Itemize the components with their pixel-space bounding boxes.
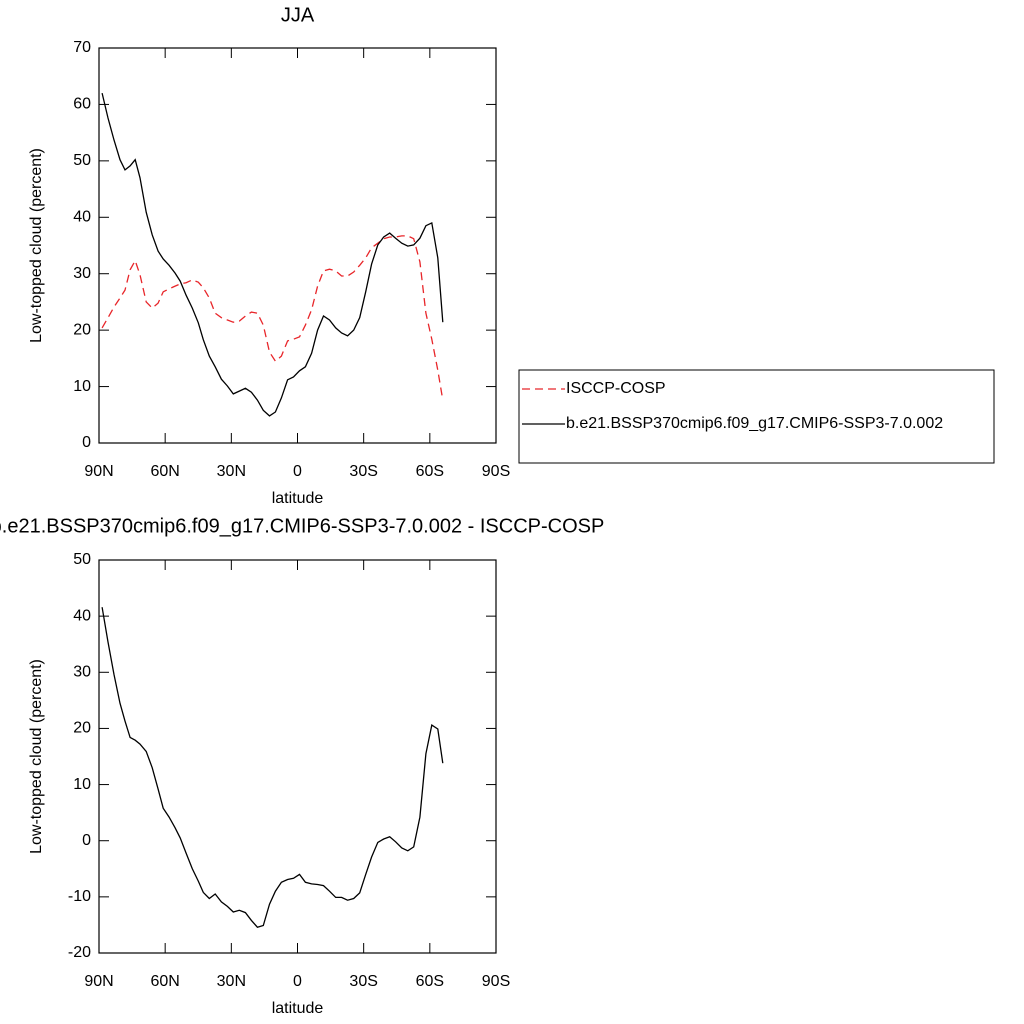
y-tick-label: 20	[73, 321, 91, 338]
x-tick-label: 30N	[217, 463, 246, 480]
plot-frame	[98, 559, 497, 954]
y-tick-label: 30	[73, 265, 91, 282]
plot-frame	[98, 47, 497, 444]
x-tick-label: 60N	[150, 973, 179, 990]
y-axis-label: Low-topped cloud (percent)	[28, 148, 45, 343]
x-tick-label: 30S	[349, 973, 377, 990]
x-tick-label: 30N	[217, 973, 246, 990]
x-tick-label: 0	[293, 973, 302, 990]
x-tick-label: 90N	[84, 973, 113, 990]
x-axis-label: latitude	[272, 490, 324, 507]
x-tick-label: 60N	[150, 463, 179, 480]
chart-title: JJA	[281, 4, 315, 26]
data-line	[101, 235, 444, 401]
y-tick-label: 20	[73, 720, 91, 737]
y-tick-label: 70	[73, 39, 91, 56]
y-tick-label: 10	[73, 776, 91, 793]
legend-label: b.e21.BSSP370cmip6.f09_g17.CMIP6-SSP3-7.…	[566, 415, 943, 432]
y-tick-label: -20	[68, 944, 91, 961]
chart-title: b.e21.BSSP370cmip6.f09_g17.CMIP6-SSP3-7.…	[0, 515, 604, 537]
y-tick-label: 0	[82, 434, 91, 451]
legend-label: ISCCP-COSP	[566, 380, 666, 397]
x-tick-label: 0	[293, 463, 302, 480]
y-tick-label: 60	[73, 96, 91, 113]
data-line	[101, 607, 444, 928]
y-tick-label: 50	[73, 152, 91, 169]
x-tick-label: 90N	[84, 463, 113, 480]
y-tick-label: 40	[73, 209, 91, 226]
y-tick-label: 40	[73, 607, 91, 624]
legend: ISCCP-COSP b.e21.BSSP370cmip6.f09_g17.CMI…	[518, 369, 995, 464]
x-axis-label: latitude	[272, 1000, 324, 1017]
legend-box	[518, 369, 995, 464]
y-axis-label: Low-topped cloud (percent)	[28, 659, 45, 854]
y-tick-label: 0	[82, 832, 91, 849]
x-tick-label: 90S	[482, 973, 510, 990]
y-tick-label: 30	[73, 664, 91, 681]
data-line	[101, 92, 444, 417]
x-tick-label: 60S	[416, 463, 444, 480]
x-tick-label: 30S	[349, 463, 377, 480]
y-tick-label: 50	[73, 551, 91, 568]
x-tick-label: 60S	[416, 973, 444, 990]
y-tick-label: 10	[73, 378, 91, 395]
x-tick-label: 90S	[482, 463, 510, 480]
y-tick-label: -10	[68, 888, 91, 905]
